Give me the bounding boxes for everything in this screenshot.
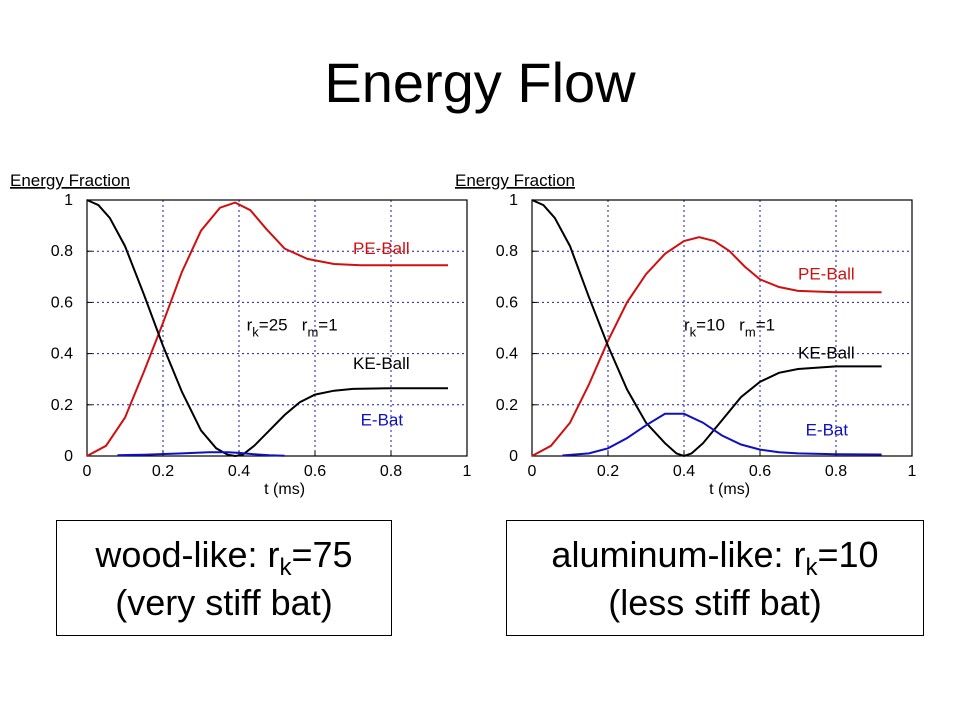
annotation-part: =1 (756, 316, 775, 335)
series-label-ke-ball: KE-Ball (353, 354, 410, 373)
annotation-part: r (725, 316, 745, 335)
annotation-part: m (745, 325, 756, 340)
y-tick-label: 0.6 (51, 294, 73, 311)
caption-prefix: wood-like: r (95, 534, 280, 575)
annotation-part: =10 (696, 316, 725, 335)
caption-aluminum-like: aluminum-like: rk=10 (less stiff bat) (506, 520, 924, 636)
x-tick-label: 0.4 (673, 463, 695, 480)
energy-chart-left: Energy Fraction 0 0.2 0.4 0.6 0.8 1 0 0.2 0.4 0.6 0… (0, 168, 475, 508)
series-line-e-bat (562, 412, 882, 457)
x-tick-label: 1 (908, 463, 917, 480)
x-tick-label: 0.4 (228, 463, 250, 480)
caption-subscript: k (279, 554, 292, 581)
series-line-ke-ball (86, 199, 448, 458)
x-tick-label: 0.6 (304, 463, 326, 480)
chart-svg: Energy Fraction 0 0.2 0.4 0.6 0.8 1 0 0.2 0.4 0.6 0… (10, 171, 472, 498)
y-tick-label: 0.8 (51, 243, 73, 260)
slide-title: Energy Flow (324, 51, 636, 114)
y-tick-label: 0.4 (51, 346, 73, 363)
series-line-e-bat (117, 451, 285, 457)
series-line-pe-ball (86, 201, 448, 457)
series-label-e-bat: E-Bat (361, 410, 404, 429)
y-tick-label: 0.2 (51, 397, 73, 414)
caption-line-1: aluminum-like: rk=10 (507, 531, 923, 581)
caption-value: =10 (817, 534, 879, 575)
series-label-ke-ball: KE-Ball (798, 344, 855, 363)
plot-frame (531, 199, 913, 457)
annotation-part: =1 (318, 316, 337, 335)
energy-chart-right: Energy Fraction 0 0.2 0.4 0.6 0.8 1 0 0.2 0.4 0.6 0… (445, 168, 920, 508)
x-tick-label: 0 (83, 463, 92, 480)
annotation-part: r (247, 316, 253, 335)
y-tick-label: 1 (64, 192, 73, 209)
y-tick-label: 0 (509, 448, 518, 465)
caption-line-2: (very stiff bat) (115, 582, 333, 623)
x-axis-label: t (ms) (709, 481, 750, 498)
x-tick-label: 0.6 (749, 463, 771, 480)
parameter-annotation: rk=10 rm=1 (684, 316, 775, 340)
annotation-part: r (684, 316, 690, 335)
y-tick-label: 1 (509, 192, 518, 209)
annotation-part: k (690, 325, 697, 340)
caption-line-2: (less stiff bat) (608, 582, 822, 623)
caption-wood-like: wood-like: rk=75 (very stiff bat) (56, 520, 392, 636)
annotation-part: r (288, 316, 308, 335)
series-label-pe-ball: PE-Ball (798, 264, 855, 283)
y-tick-label: 0.6 (496, 294, 518, 311)
x-tick-label: 0.2 (597, 463, 619, 480)
annotation-part: =25 (259, 316, 288, 335)
caption-prefix: aluminum-like: r (551, 534, 806, 575)
series-line-ke-ball (531, 199, 882, 458)
y-tick-label: 0.8 (496, 243, 518, 260)
chart-title: Energy Fraction (10, 171, 130, 190)
caption-subscript: k (805, 554, 818, 581)
series-label-pe-ball: PE-Ball (353, 239, 410, 258)
caption-line-1: wood-like: rk=75 (57, 531, 391, 581)
series-label-e-bat: E-Bat (806, 421, 849, 440)
series-line-pe-ball (531, 236, 882, 457)
x-tick-label: 0.8 (825, 463, 847, 480)
x-axis-label: t (ms) (264, 481, 305, 498)
x-tick-label: 0.8 (380, 463, 402, 480)
annotation-part: k (252, 325, 259, 340)
parameter-annotation: rk=25 rm=1 (247, 316, 338, 340)
annotation-part: m (307, 325, 318, 340)
chart-svg: Energy Fraction 0 0.2 0.4 0.6 0.8 1 0 0.2 0.4 0.6 0… (455, 171, 917, 498)
x-tick-label: 0.2 (152, 463, 174, 480)
caption-value: =75 (291, 534, 353, 575)
y-tick-label: 0.4 (496, 346, 518, 363)
chart-title: Energy Fraction (455, 171, 575, 190)
x-tick-label: 1 (463, 463, 472, 480)
y-tick-label: 0 (64, 448, 73, 465)
x-tick-label: 0 (528, 463, 537, 480)
y-tick-label: 0.2 (496, 397, 518, 414)
